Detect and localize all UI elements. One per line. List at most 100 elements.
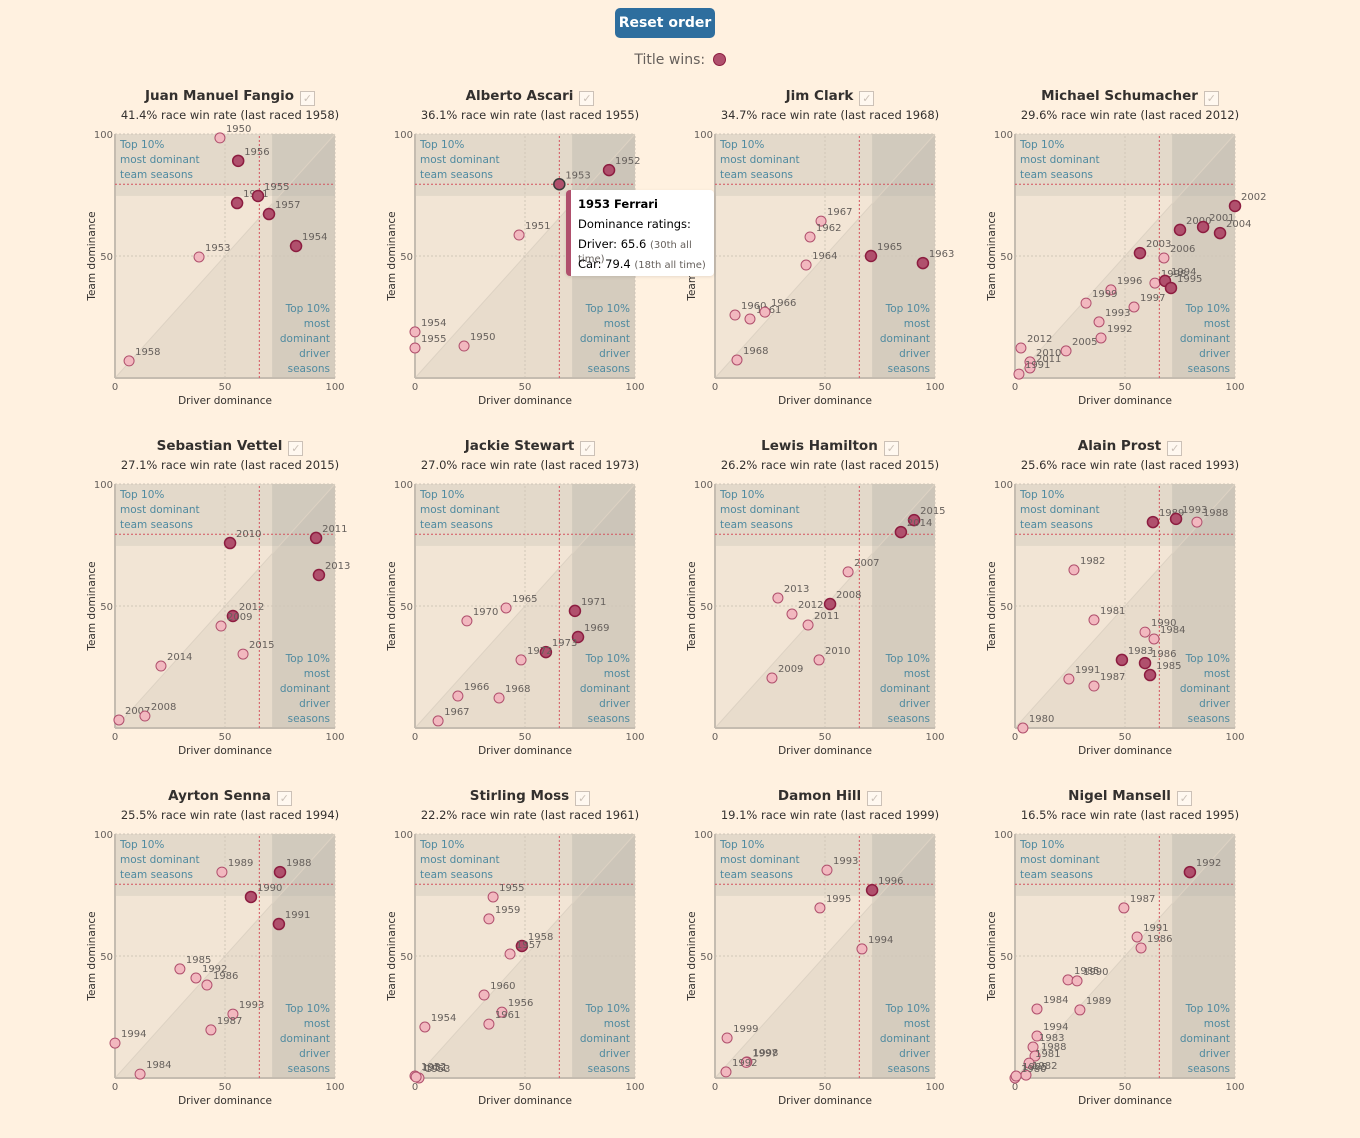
- season-point[interactable]: [123, 355, 135, 367]
- title-win-point[interactable]: [312, 568, 326, 582]
- season-point[interactable]: [1062, 974, 1074, 986]
- season-point[interactable]: [483, 1018, 495, 1030]
- season-point[interactable]: [155, 660, 167, 672]
- season-point[interactable]: [461, 615, 473, 627]
- title-win-point[interactable]: [865, 883, 879, 897]
- season-point[interactable]: [814, 902, 826, 914]
- season-point[interactable]: [740, 1056, 752, 1068]
- season-point[interactable]: [1149, 277, 1161, 289]
- title-win-point[interactable]: [568, 604, 582, 618]
- season-point[interactable]: [452, 690, 464, 702]
- season-point[interactable]: [458, 340, 470, 352]
- title-win-point[interactable]: [571, 630, 585, 644]
- season-point[interactable]: [772, 592, 784, 604]
- season-point[interactable]: [1068, 564, 1080, 576]
- season-point[interactable]: [1060, 345, 1072, 357]
- season-point[interactable]: [432, 715, 444, 727]
- season-point[interactable]: [1015, 342, 1027, 354]
- checkbox-icon[interactable]: ✓: [288, 441, 304, 456]
- season-point[interactable]: [214, 132, 226, 144]
- season-point[interactable]: [1080, 297, 1092, 309]
- season-point[interactable]: [1010, 1070, 1022, 1082]
- season-point[interactable]: [193, 251, 205, 263]
- title-win-point[interactable]: [230, 196, 244, 210]
- season-point[interactable]: [215, 620, 227, 632]
- checkbox-icon[interactable]: ✓: [276, 791, 292, 806]
- season-point[interactable]: [1131, 931, 1143, 943]
- season-point[interactable]: [1063, 673, 1075, 685]
- season-point[interactable]: [483, 913, 495, 925]
- checkbox-icon[interactable]: ✓: [1203, 91, 1219, 106]
- season-point[interactable]: [1023, 1057, 1035, 1069]
- title-win-point[interactable]: [1146, 515, 1160, 529]
- season-point[interactable]: [1024, 362, 1036, 374]
- reset-order-button[interactable]: Reset order: [615, 8, 715, 38]
- title-win-point[interactable]: [602, 163, 616, 177]
- season-point[interactable]: [1118, 902, 1130, 914]
- title-win-point[interactable]: [1213, 226, 1227, 240]
- season-point[interactable]: [227, 1008, 239, 1020]
- season-point[interactable]: [496, 1006, 508, 1018]
- title-win-point[interactable]: [231, 154, 245, 168]
- season-point[interactable]: [1135, 942, 1147, 954]
- title-win-point[interactable]: [1115, 653, 1129, 667]
- season-point[interactable]: [216, 866, 228, 878]
- season-point[interactable]: [201, 979, 213, 991]
- checkbox-icon[interactable]: ✓: [883, 441, 899, 456]
- season-point[interactable]: [478, 989, 490, 1001]
- season-point[interactable]: [766, 672, 778, 684]
- season-point[interactable]: [744, 313, 756, 325]
- title-win-point[interactable]: [1164, 281, 1178, 295]
- season-point[interactable]: [190, 972, 202, 984]
- title-win-point[interactable]: [1138, 656, 1152, 670]
- season-point[interactable]: [113, 714, 125, 726]
- title-win-point[interactable]: [226, 609, 240, 623]
- season-point[interactable]: [1013, 368, 1025, 380]
- title-win-point[interactable]: [244, 890, 258, 904]
- season-point[interactable]: [1031, 1030, 1043, 1042]
- season-point[interactable]: [1139, 626, 1151, 638]
- season-point[interactable]: [134, 1068, 146, 1080]
- season-point[interactable]: [856, 943, 868, 955]
- season-point[interactable]: [1074, 1004, 1086, 1016]
- season-point[interactable]: [139, 710, 151, 722]
- season-point[interactable]: [1095, 332, 1107, 344]
- season-point[interactable]: [419, 1021, 431, 1033]
- season-point[interactable]: [500, 602, 512, 614]
- season-point[interactable]: [513, 229, 525, 241]
- checkbox-icon[interactable]: ✓: [300, 91, 316, 106]
- title-win-point[interactable]: [907, 513, 921, 527]
- checkbox-icon[interactable]: ✓: [1176, 791, 1192, 806]
- season-point[interactable]: [109, 1037, 121, 1049]
- title-win-point[interactable]: [864, 249, 878, 263]
- season-point[interactable]: [821, 864, 833, 876]
- title-win-point[interactable]: [539, 645, 553, 659]
- season-point[interactable]: [721, 1032, 733, 1044]
- season-point[interactable]: [205, 1024, 217, 1036]
- checkbox-icon[interactable]: ✓: [867, 791, 883, 806]
- season-point[interactable]: [802, 619, 814, 631]
- title-win-point[interactable]: [273, 865, 287, 879]
- title-win-point[interactable]: [823, 597, 837, 611]
- title-win-point[interactable]: [515, 939, 529, 953]
- season-point[interactable]: [720, 1066, 732, 1078]
- season-point[interactable]: [1158, 252, 1170, 264]
- checkbox-icon[interactable]: ✓: [580, 441, 596, 456]
- season-point[interactable]: [174, 963, 186, 975]
- title-win-point[interactable]: [1169, 512, 1183, 526]
- title-win-point[interactable]: [1173, 223, 1187, 237]
- season-point[interactable]: [487, 891, 499, 903]
- title-win-point[interactable]: [262, 207, 276, 221]
- season-point[interactable]: [515, 654, 527, 666]
- checkbox-icon[interactable]: ✓: [579, 91, 595, 106]
- season-point[interactable]: [504, 948, 516, 960]
- season-point[interactable]: [1029, 1050, 1041, 1062]
- checkbox-icon[interactable]: ✓: [1167, 441, 1183, 456]
- season-point[interactable]: [1093, 316, 1105, 328]
- season-point[interactable]: [409, 326, 421, 338]
- title-win-point[interactable]: [1133, 246, 1147, 260]
- season-point[interactable]: [759, 306, 771, 318]
- season-point[interactable]: [804, 231, 816, 243]
- title-win-point[interactable]: [894, 525, 908, 539]
- season-point[interactable]: [729, 309, 741, 321]
